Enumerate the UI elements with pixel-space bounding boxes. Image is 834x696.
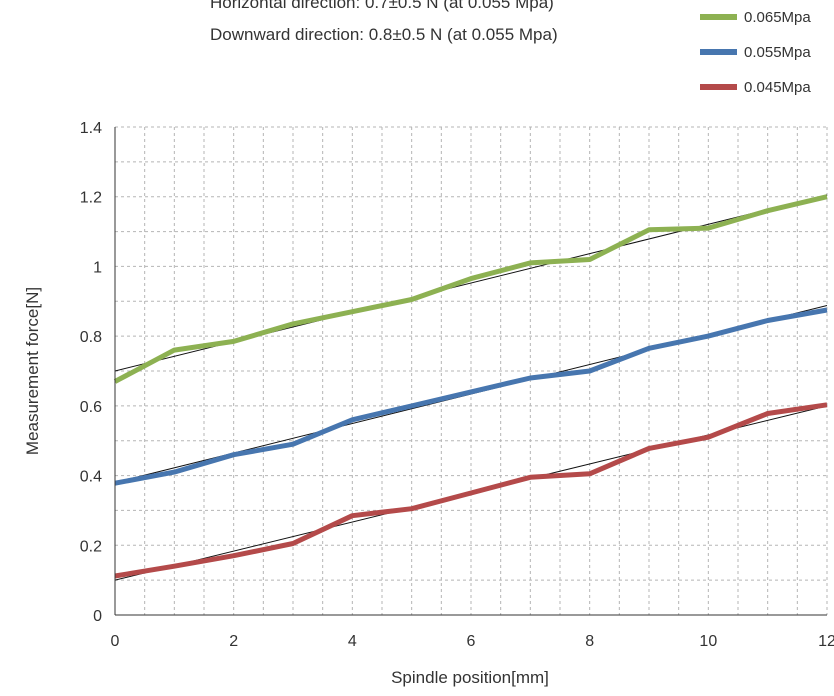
data-series bbox=[113, 194, 828, 579]
chart-notes: Horizontal direction: 0.7±0.5 N (at 0.05… bbox=[210, 0, 558, 44]
y-tick-label: 1 bbox=[93, 259, 102, 276]
note-horizontal: Horizontal direction: 0.7±0.5 N (at 0.05… bbox=[210, 0, 554, 12]
legend-label: 0.055Mpa bbox=[744, 44, 811, 61]
y-tick-label: 1.2 bbox=[80, 190, 102, 207]
legend-label: 0.065Mpa bbox=[744, 9, 811, 26]
x-tick-label: 6 bbox=[467, 633, 476, 650]
note-downward: Downward direction: 0.8±0.5 N (at 0.055 … bbox=[210, 25, 558, 44]
x-tick-label: 12 bbox=[818, 633, 834, 650]
legend: 0.065Mpa 0.055Mpa 0.045Mpa bbox=[700, 9, 811, 96]
x-tick-label: 4 bbox=[348, 633, 357, 650]
y-tick-label: 0.6 bbox=[80, 399, 102, 416]
y-tick-label: 0 bbox=[93, 608, 102, 625]
x-axis-title: Spindle position[mm] bbox=[391, 668, 549, 687]
series-line bbox=[114, 402, 828, 579]
y-tick-label: 0.8 bbox=[80, 329, 102, 346]
y-tick-label: 0.2 bbox=[80, 538, 102, 555]
series-line bbox=[113, 194, 828, 384]
y-axis-title: Measurement force[N] bbox=[23, 287, 42, 455]
axes bbox=[114, 127, 827, 616]
x-tick-label: 8 bbox=[585, 633, 594, 650]
y-tick-label: 0.4 bbox=[80, 469, 102, 486]
gridlines bbox=[115, 126, 828, 615]
tick-labels: 0 2 4 6 8 10 12 0 0.2 0.4 0.6 0.8 1 1.2 1.4 bbox=[80, 120, 834, 650]
x-tick-label: 2 bbox=[229, 633, 238, 650]
y-tick-label: 1.4 bbox=[80, 120, 102, 137]
series-line bbox=[114, 307, 828, 486]
legend-label: 0.045Mpa bbox=[744, 79, 811, 96]
x-tick-label: 0 bbox=[111, 633, 120, 650]
x-tick-label: 10 bbox=[699, 633, 717, 650]
